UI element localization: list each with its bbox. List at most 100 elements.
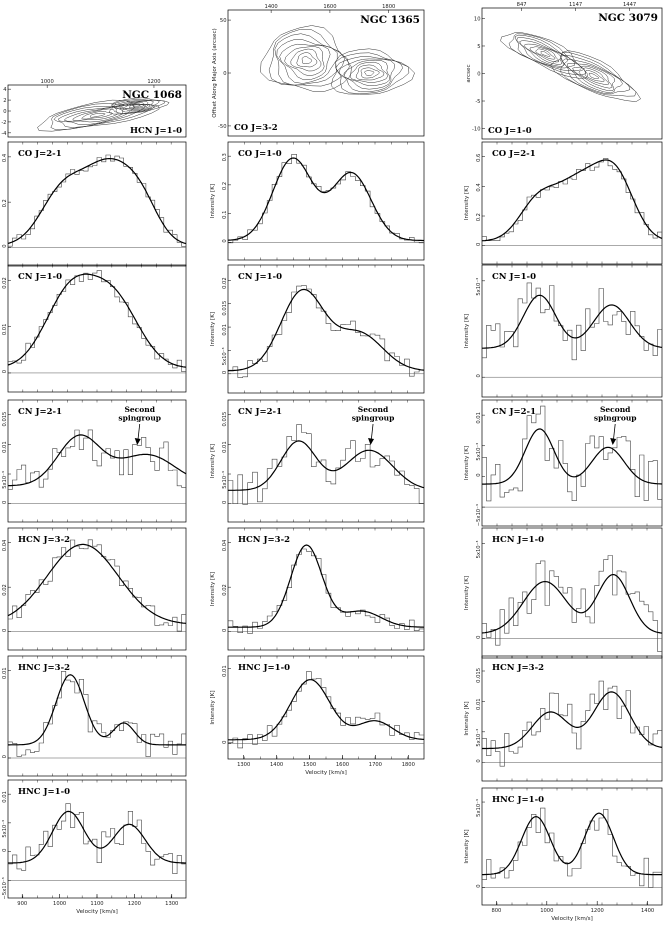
x-axis-label: Velocity [km/s]	[305, 770, 347, 776]
y-tick-label: 0.02	[2, 277, 8, 289]
map-side-tick: 0	[477, 72, 480, 78]
galaxy-name: NGC 3079	[598, 12, 658, 24]
y-tick-label: 0.01	[222, 665, 228, 677]
y-tick-label: 0.01	[2, 667, 8, 679]
y-tick-label: 5x10⁻³	[476, 541, 482, 559]
x-axis-label: Velocity [km/s]	[551, 916, 593, 922]
map-side-tick: -5	[475, 99, 480, 105]
y-axis-label: Intensity [K]	[464, 314, 470, 348]
y-tick-label: 0.015	[476, 668, 482, 683]
spectrum-histogram	[8, 429, 186, 490]
spectrum-histogram	[8, 154, 186, 247]
y-axis-label: Intensity [K]	[210, 312, 216, 346]
x-tick-label: 1100	[90, 901, 103, 907]
y-axis-label: Intensity [K]	[210, 444, 216, 478]
x-tick-label: 1200	[591, 908, 604, 914]
y-tick-label: 0.1	[222, 211, 228, 219]
y-tick-label: 0.02	[222, 584, 228, 596]
map-side-tick: 4	[3, 87, 7, 93]
y-tick-label: 0	[2, 629, 8, 632]
spectrum-histogram	[482, 158, 662, 241]
contour-lines	[500, 32, 641, 102]
y-tick-label: 0.01	[476, 698, 482, 710]
y-tick-label: 0	[2, 755, 8, 758]
map-top-tick: 1800	[382, 4, 395, 10]
spectrum-panel: 5x10⁻³ 0 Intensity [K] HNC J=1-0 800 1000 1200…	[464, 787, 663, 922]
y-tick-label: 0	[476, 243, 482, 246]
y-tick-label: 5x10⁻³	[476, 729, 482, 747]
y-tick-label: 0.015	[2, 412, 8, 427]
contour-map-panel: 847 1147 1447 10 5 0 -5 -10 arcsec NGC 3079 CO J=1…	[466, 2, 663, 140]
x-tick-label: 900	[17, 901, 27, 907]
y-tick-label: −5x10⁻³	[2, 877, 8, 899]
y-tick-label: 0.01	[2, 441, 8, 453]
gaussian-fit-curve	[7, 543, 187, 624]
map-side-tick: -2	[1, 120, 6, 126]
gaussian-fit-curve	[7, 434, 187, 487]
y-tick-label: 5x10⁻³	[476, 799, 482, 817]
gaussian-fit-curve	[227, 157, 424, 242]
y-tick-label: 0.2	[222, 182, 228, 190]
y-tick-label: 0.015	[222, 412, 228, 427]
line-label: HCN J=3-2	[238, 535, 290, 545]
y-tick-label: 0	[222, 741, 228, 744]
y-tick-label: 5x10⁻³	[222, 471, 228, 489]
spectrum-panel: 0.015 0.01 5x10⁻³ 0 Intensity [K] HCN J=3-2	[464, 655, 663, 782]
map-side-tick: 0	[223, 71, 226, 77]
x-tick-label: 800	[491, 908, 501, 914]
spectrum-histogram	[228, 671, 424, 749]
line-label: HCN J=3-2	[492, 663, 544, 673]
x-tick-label: 1500	[303, 762, 316, 768]
line-label: CN J=1-0	[492, 272, 536, 282]
spectrum-histogram	[482, 807, 662, 888]
spectrum-histogram	[482, 282, 662, 361]
map-top-tick: 1400	[265, 4, 278, 10]
spectrum-panel: 0.3 0.2 0.1 0 Intensity [K] CO J=1-0	[210, 141, 425, 261]
y-tick-label: 5x10⁻³	[476, 443, 482, 461]
x-tick-label: 1000	[53, 901, 66, 907]
contour-lines	[37, 97, 170, 132]
map-side-label: Offset Along Major Axis (arcsec)	[212, 28, 218, 117]
line-label: CN J=2-1	[18, 407, 62, 417]
line-label: HNC J=1-0	[238, 663, 290, 673]
y-axis-label: Intensity [K]	[464, 446, 470, 480]
line-label: CN J=1-0	[18, 272, 62, 282]
spectrum-histogram	[228, 154, 424, 244]
gaussian-fit-curve	[8, 810, 186, 864]
map-line-label: HCN J=1-0	[130, 126, 182, 136]
y-tick-label: 0	[476, 374, 482, 377]
map-side-tick: -4	[1, 131, 7, 137]
gaussian-fit-curve	[7, 158, 187, 245]
spectrum-histogram	[8, 671, 186, 757]
spectrum-panel: 0.6 0.4 0.2 0 Intensity [K] CO J=2-1	[464, 141, 663, 265]
map-side-tick: 2	[3, 98, 6, 104]
spectrum-histogram	[8, 803, 186, 874]
y-axis-label: Intensity [K]	[210, 690, 216, 724]
map-top-tick: 847	[517, 2, 527, 8]
line-label: HNC J=1-0	[18, 787, 70, 797]
line-label: CO J=2-1	[492, 149, 536, 159]
y-tick-label: 0.02	[222, 277, 228, 289]
galaxy-name: NGC 1068	[122, 89, 182, 101]
y-tick-label: 0	[222, 629, 228, 632]
y-tick-label: 0	[476, 473, 482, 476]
contour-lines	[260, 25, 415, 95]
second-spingroup-label: Second spingroup	[352, 405, 395, 423]
gaussian-fit-curve	[228, 544, 425, 628]
x-tick-label: 1400	[270, 762, 283, 768]
spectrum-panel: 5x10⁻³ 0 Intensity [K] HCN J=1-0	[464, 527, 663, 659]
gaussian-fit-curve	[482, 294, 663, 349]
x-tick-label: 1400	[641, 908, 654, 914]
spectrum-histogram	[228, 285, 424, 378]
y-tick-label: 0	[2, 370, 8, 373]
map-side-tick: 50	[220, 18, 227, 24]
y-axis-label: Intensity [K]	[210, 184, 216, 218]
y-tick-label: 0.6	[476, 154, 482, 162]
